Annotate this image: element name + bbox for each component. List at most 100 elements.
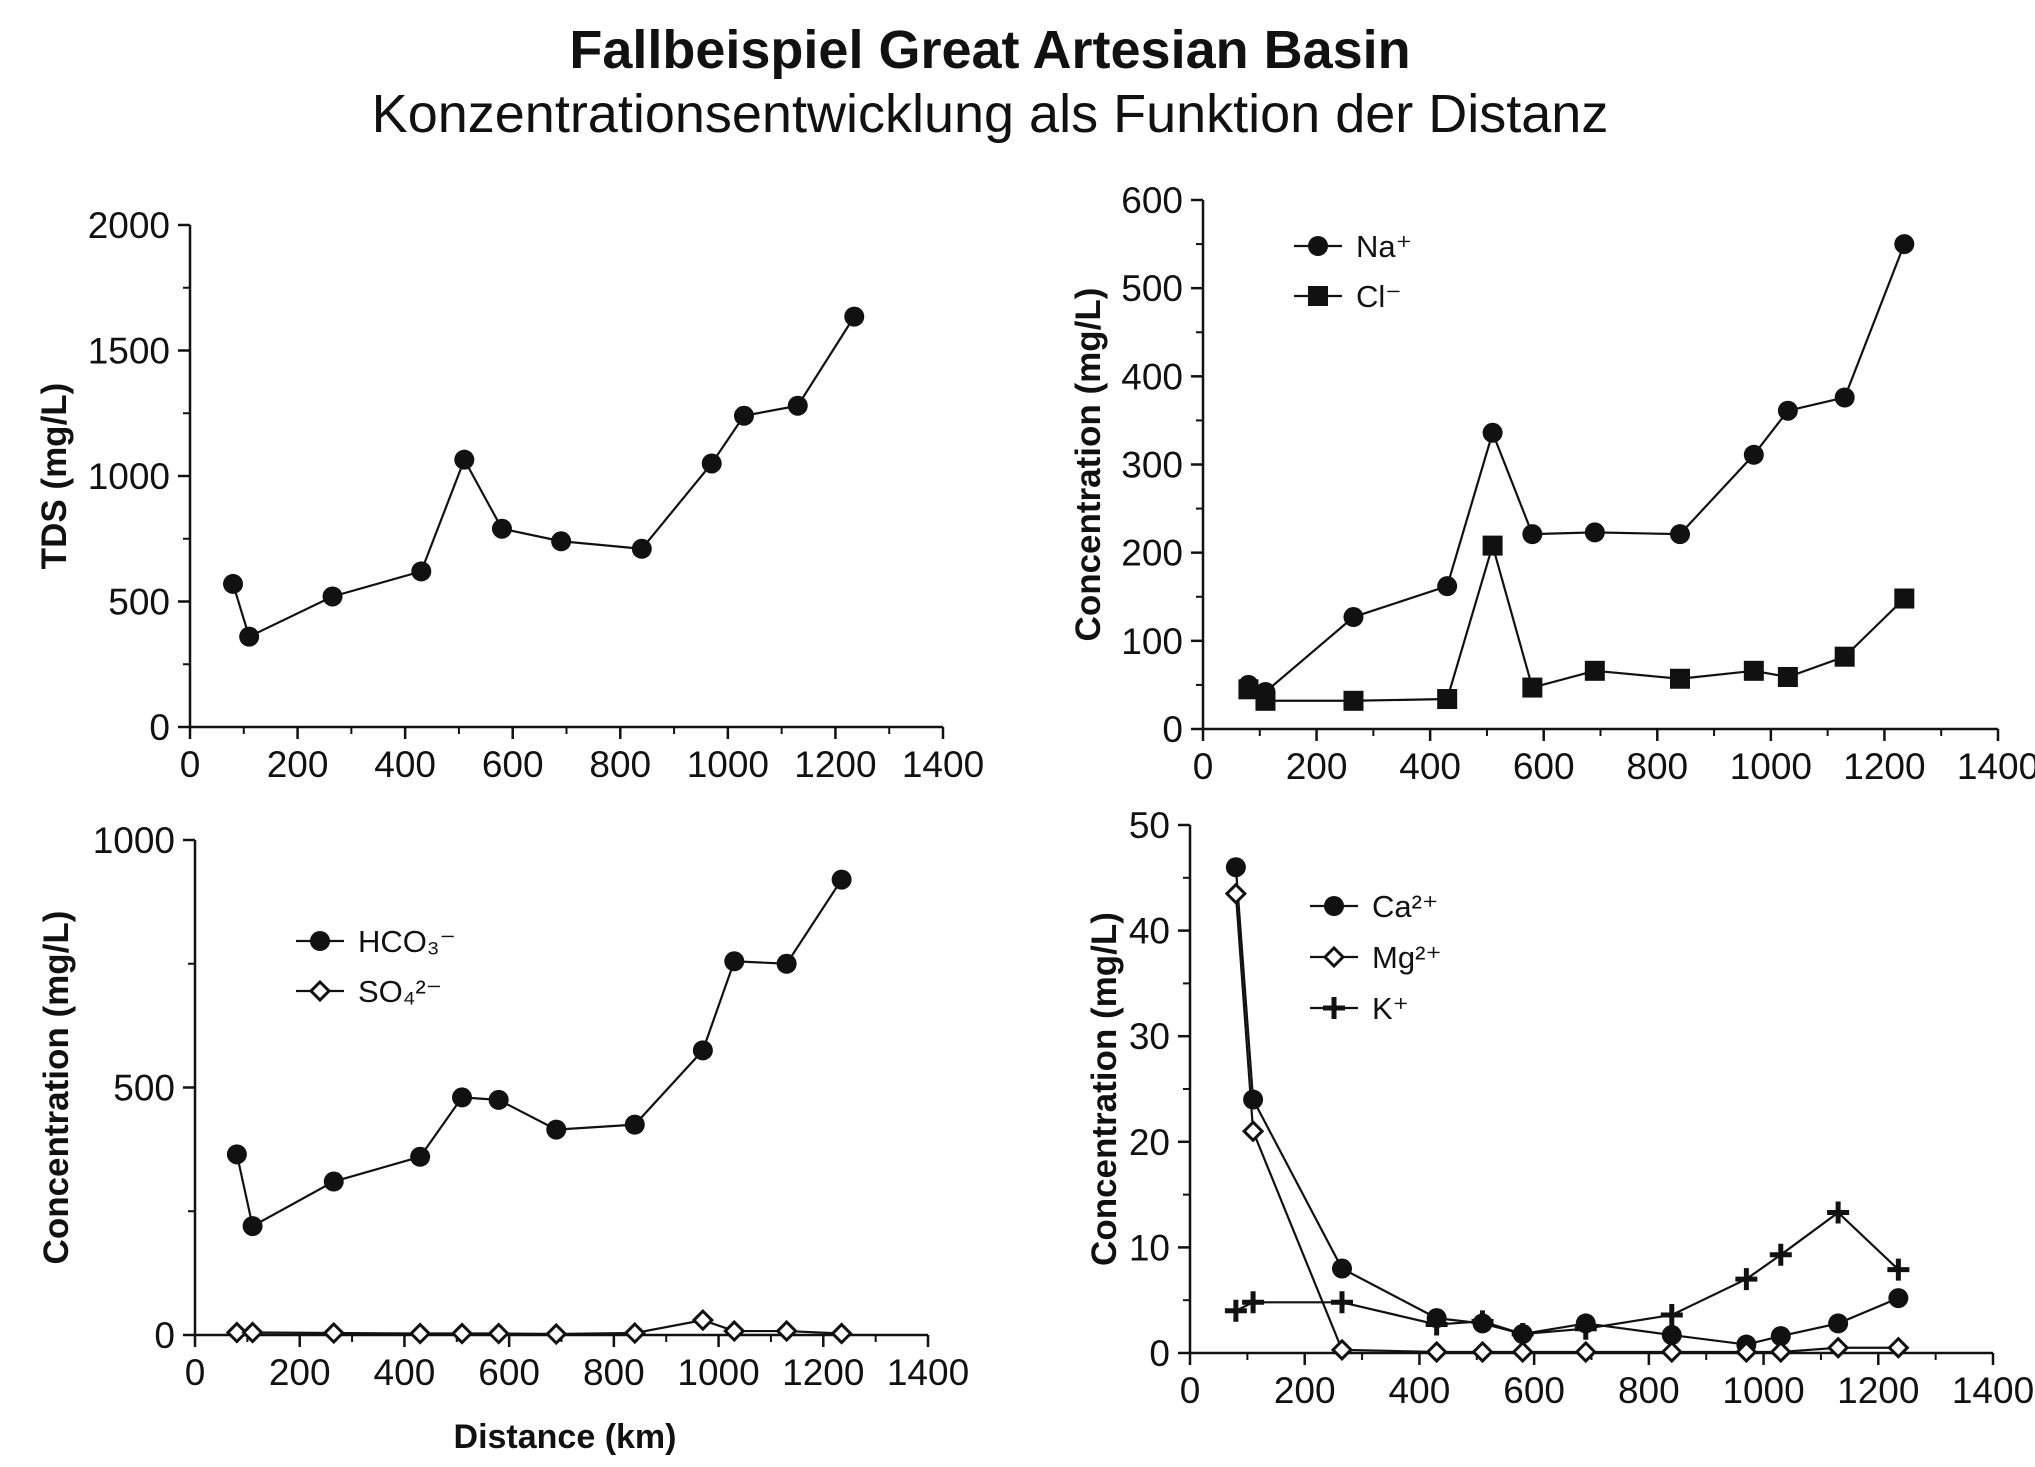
y-tick-label: 0 [149, 707, 170, 748]
data-point [1343, 690, 1364, 711]
data-point [1887, 1258, 1910, 1281]
x-tick-label: 1000 [677, 1352, 759, 1393]
data-point [1834, 387, 1855, 408]
data-point [701, 453, 722, 474]
legend-label: Ca²⁺ [1372, 889, 1438, 924]
y-tick-label: 1500 [88, 331, 170, 372]
data-point [831, 869, 852, 890]
y-tick-label: 500 [1121, 268, 1183, 309]
data-point [1511, 1322, 1534, 1345]
data-point [723, 1319, 746, 1343]
data-point [487, 1322, 510, 1345]
x-tick-label: 0 [180, 744, 201, 785]
data-point [1522, 524, 1543, 545]
data-point [1437, 689, 1458, 710]
series-line [1248, 243, 1906, 694]
y-tick-label: 50 [1129, 805, 1170, 846]
data-point [624, 1114, 645, 1135]
data-point [691, 1309, 714, 1332]
data-point [1777, 400, 1798, 421]
x-tick-label: 200 [1274, 1370, 1336, 1411]
x-tick-label: 0 [1180, 1370, 1201, 1411]
data-point [776, 953, 797, 974]
data-point [733, 405, 754, 426]
data-point [1828, 1313, 1849, 1334]
data-point [242, 1216, 263, 1237]
y-tick-label: 40 [1129, 911, 1170, 952]
data-point [830, 1322, 853, 1345]
data-point [1584, 522, 1605, 543]
y-tick-label: 400 [1121, 356, 1183, 397]
data-point [1330, 1338, 1354, 1361]
x-tick-label: 1400 [887, 1352, 969, 1393]
y-tick-label: 1000 [93, 820, 175, 861]
y-tick-label: 0 [1149, 1333, 1170, 1374]
x-tick-label: 800 [583, 1352, 645, 1393]
x-tick-label: 600 [1513, 746, 1575, 787]
data-point [1735, 1340, 1758, 1364]
x-tick-label: 1400 [902, 744, 984, 785]
x-tick-label: 200 [269, 1352, 331, 1393]
data-point [239, 626, 260, 647]
page-subtitle: Konzentrationsentwicklung als Funktion d… [371, 84, 1609, 144]
y-tick-label: 10 [1129, 1227, 1170, 1268]
data-point [1471, 1340, 1494, 1364]
data-point [410, 1146, 431, 1167]
data-point [692, 1040, 713, 1061]
page-header: Fallbeispiel Great Artesian Basin Konzen… [0, 18, 1980, 146]
x-tick-label: 600 [482, 744, 544, 785]
legend-label: Na⁺ [1356, 229, 1412, 264]
data-point [226, 1144, 247, 1165]
data-point [454, 449, 475, 470]
x-tick-label: 1200 [1843, 746, 1925, 787]
data-point [1888, 1288, 1909, 1309]
x-tick-label: 600 [1503, 1370, 1565, 1411]
x-tick-label: 1000 [687, 744, 769, 785]
data-point [322, 586, 343, 607]
x-tick-label: 800 [1618, 1370, 1680, 1411]
data-point [1670, 668, 1690, 689]
data-point [631, 538, 652, 559]
data-point [1511, 1340, 1534, 1364]
chart-na-cl: 0 200 400 600 800 1000 1200 1400 0 100 200 300 400 50… [1069, 180, 2035, 787]
data-point [623, 1321, 646, 1345]
data-point [1827, 1201, 1850, 1224]
data-point [1238, 679, 1259, 700]
data-point [1661, 1325, 1682, 1346]
data-point [844, 306, 865, 327]
data-point [225, 1321, 249, 1344]
data-point [1482, 422, 1503, 443]
data-point [1243, 1089, 1264, 1110]
y-tick-label: 20 [1129, 1122, 1170, 1163]
chart-hco3-so4: 0 200 400 600 800 1000 1200 1400 0 500 1000 Concent… [37, 820, 969, 1456]
x-tick-label: 600 [478, 1352, 540, 1393]
y-axis-label: Concentration (mg/L) [1069, 288, 1108, 642]
y-tick-label: 500 [113, 1068, 175, 1109]
data-point [1894, 588, 1915, 609]
data-point [1343, 607, 1364, 628]
data-point [1834, 646, 1855, 667]
x-tick-label: 0 [185, 1352, 206, 1393]
legend-label: HCO₃⁻ [358, 924, 456, 959]
data-point [450, 1322, 474, 1345]
data-point [1224, 1299, 1247, 1322]
data-point [409, 1322, 432, 1345]
x-axis-label: Distance (km) [454, 1418, 677, 1456]
x-tick-label: 800 [589, 744, 651, 785]
data-point [1482, 535, 1503, 556]
y-tick-label: 100 [1121, 621, 1183, 662]
data-point [1241, 1120, 1265, 1143]
x-tick-label: 0 [1193, 746, 1214, 787]
x-tick-label: 400 [374, 1352, 436, 1393]
data-point [546, 1119, 567, 1140]
y-tick-label: 600 [1121, 180, 1183, 221]
y-axis-label: Concentration (mg/L) [1085, 912, 1124, 1266]
x-tick-label: 1200 [794, 744, 876, 785]
y-axis-label: Concentration (mg/L) [37, 911, 76, 1265]
y-tick-label: 0 [1162, 709, 1183, 750]
data-point [1743, 660, 1764, 681]
legend-marker [1308, 286, 1328, 306]
data-point [1437, 576, 1458, 597]
data-point [1574, 1317, 1597, 1340]
